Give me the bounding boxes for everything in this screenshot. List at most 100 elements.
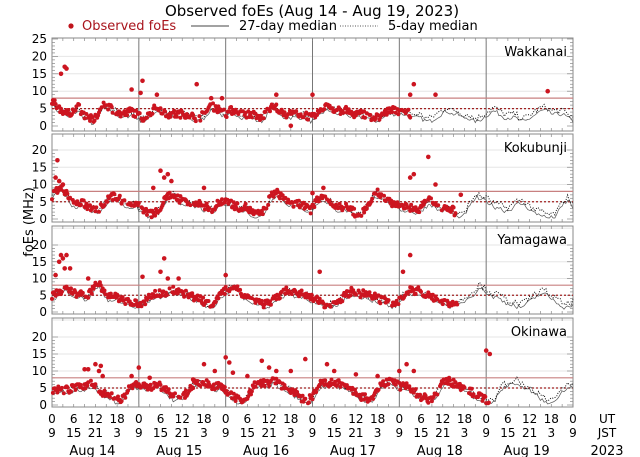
observed-point bbox=[260, 212, 265, 217]
observed-point bbox=[108, 291, 113, 296]
x-tick-label-jst: 21 bbox=[348, 426, 363, 440]
observed-point bbox=[153, 213, 158, 218]
observed-point bbox=[233, 399, 238, 403]
observed-point bbox=[274, 368, 279, 374]
observed-point bbox=[394, 298, 399, 303]
y-tick-label: 15 bbox=[32, 255, 47, 269]
observed-point bbox=[50, 197, 54, 202]
y-tick-label: 20 bbox=[32, 49, 47, 63]
day-label: Aug 16 bbox=[243, 444, 289, 457]
day-label: Aug 19 bbox=[504, 444, 550, 457]
observed-point bbox=[280, 193, 285, 198]
observed-point bbox=[82, 116, 87, 121]
observed-point bbox=[194, 81, 199, 87]
chart-title: Observed foEs (Aug 14 - Aug 19, 2023) bbox=[165, 2, 459, 20]
observed-point bbox=[370, 196, 375, 201]
x-tick-label-ut: 12 bbox=[435, 412, 450, 426]
observed-point bbox=[61, 391, 66, 396]
observed-point bbox=[407, 175, 413, 180]
observed-point bbox=[85, 276, 91, 281]
observed-point bbox=[429, 196, 433, 201]
observed-point bbox=[403, 111, 408, 116]
observed-point bbox=[223, 285, 228, 289]
observed-point bbox=[344, 383, 349, 388]
observed-point bbox=[188, 203, 193, 208]
observed-point bbox=[321, 301, 326, 306]
observed-point bbox=[298, 112, 303, 117]
observed-point bbox=[216, 104, 221, 109]
observed-point bbox=[82, 367, 87, 372]
observed-point bbox=[312, 205, 317, 210]
observed-point bbox=[296, 294, 301, 299]
observed-point bbox=[433, 182, 438, 187]
observed-point bbox=[322, 107, 327, 112]
y-tick-label: 10 bbox=[32, 272, 47, 286]
observed-point bbox=[206, 299, 211, 303]
observed-point bbox=[281, 287, 286, 292]
observed-point bbox=[197, 114, 202, 119]
observed-point bbox=[264, 206, 269, 211]
observed-point bbox=[145, 387, 150, 392]
observed-point bbox=[150, 111, 155, 116]
observed-point bbox=[102, 203, 107, 207]
observed-point bbox=[122, 198, 127, 203]
observed-point bbox=[190, 377, 196, 382]
observed-point bbox=[321, 185, 326, 191]
observed-point bbox=[56, 259, 62, 265]
observed-point bbox=[137, 111, 142, 116]
x-tick-label-jst: 15 bbox=[66, 426, 81, 440]
observed-point bbox=[120, 295, 125, 300]
observed-point bbox=[158, 382, 163, 387]
observed-point bbox=[198, 383, 203, 388]
observed-point bbox=[176, 276, 181, 281]
observed-point bbox=[373, 115, 378, 120]
observed-point bbox=[178, 395, 183, 400]
observed-point bbox=[341, 110, 346, 115]
observed-point bbox=[166, 387, 171, 392]
observed-point bbox=[306, 117, 310, 122]
observed-point bbox=[88, 203, 92, 208]
observed-point bbox=[469, 386, 474, 391]
observed-point bbox=[413, 387, 418, 392]
x-tick-label-jst: 9 bbox=[135, 426, 143, 440]
observed-point bbox=[219, 95, 225, 101]
observed-point bbox=[346, 107, 351, 112]
observed-point bbox=[174, 114, 179, 119]
median-27day-line bbox=[51, 189, 574, 219]
observed-point bbox=[103, 292, 108, 297]
observed-point bbox=[107, 394, 112, 399]
observed-point bbox=[435, 392, 440, 397]
observed-point bbox=[119, 399, 124, 404]
observed-point bbox=[406, 107, 411, 112]
observed-point bbox=[140, 78, 145, 84]
observed-point bbox=[416, 285, 421, 290]
x-tick-label-ut: 12 bbox=[348, 412, 363, 426]
observed-point bbox=[97, 280, 102, 285]
observed-point bbox=[483, 394, 488, 399]
median-5day-line bbox=[51, 279, 574, 309]
observed-point bbox=[261, 305, 266, 310]
observed-point bbox=[314, 390, 319, 395]
observed-point bbox=[73, 387, 78, 392]
observed-point bbox=[169, 178, 174, 184]
observed-point bbox=[423, 199, 428, 204]
observed-point bbox=[261, 116, 266, 121]
observed-point bbox=[86, 295, 91, 300]
observed-point bbox=[299, 288, 304, 293]
observed-point bbox=[64, 66, 69, 71]
observed-point bbox=[417, 210, 422, 215]
legend-5day-label: 5-day median bbox=[388, 19, 478, 34]
observed-point bbox=[222, 292, 227, 296]
observed-point bbox=[161, 200, 166, 205]
observed-point bbox=[375, 112, 380, 117]
observed-point bbox=[191, 386, 196, 391]
observed-point bbox=[221, 107, 226, 112]
observed-points bbox=[50, 348, 493, 406]
observed-point bbox=[358, 295, 363, 300]
observed-point bbox=[375, 373, 380, 379]
observed-point bbox=[148, 382, 153, 387]
observed-point bbox=[164, 385, 168, 390]
panel-yamagawa: 0 5 10 15 20 Yamagawa bbox=[32, 225, 574, 319]
observed-point bbox=[102, 388, 107, 393]
observed-point bbox=[136, 365, 142, 370]
